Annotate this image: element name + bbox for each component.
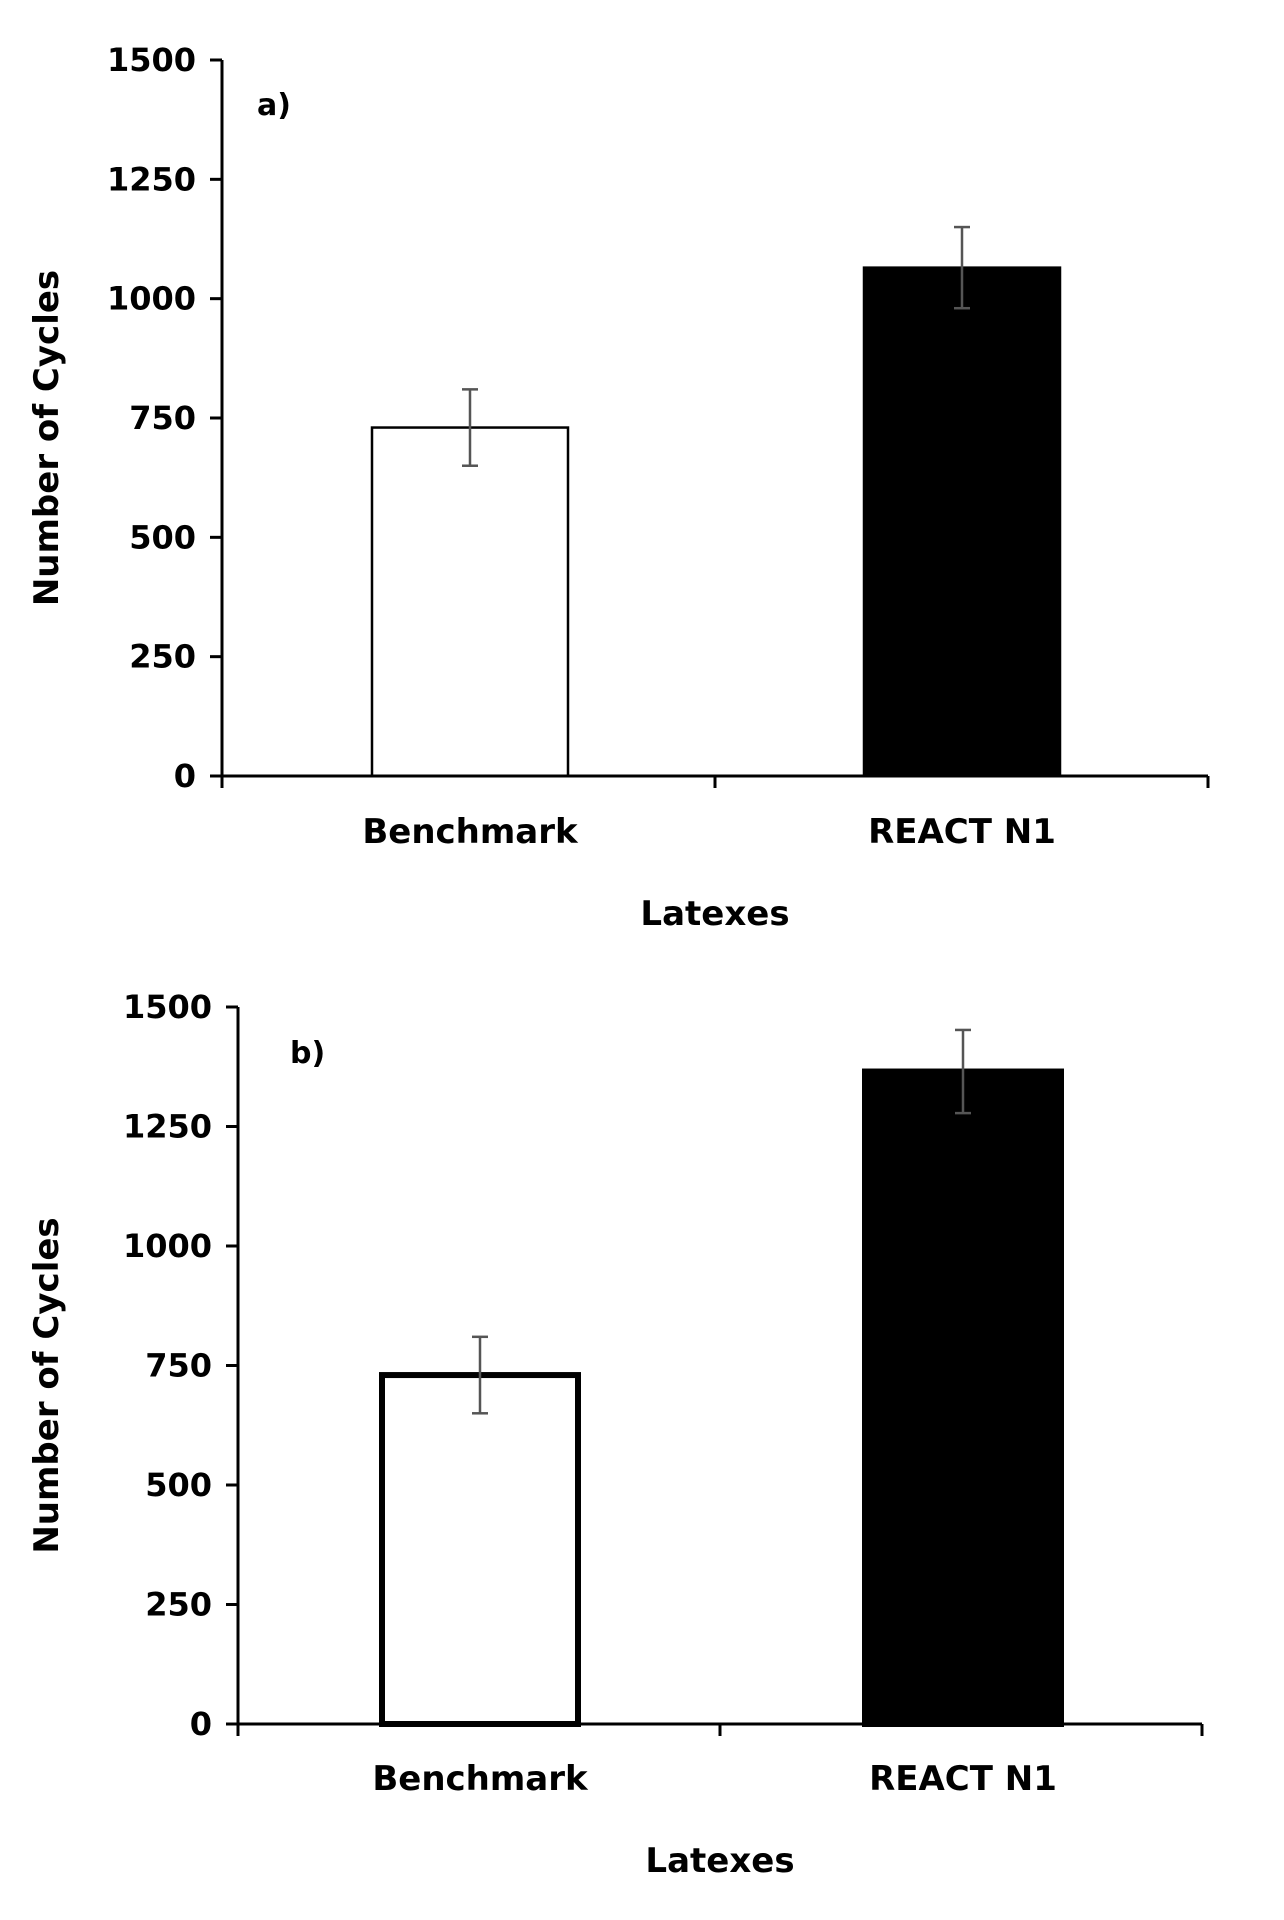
y-tick-label: 1000 [123, 1227, 212, 1265]
bar-react-n1 [862, 266, 1062, 778]
error-bar-react-n1 [955, 1028, 971, 1115]
x-axis-title: Latexes [640, 894, 789, 934]
y-tick-label: 250 [145, 1586, 212, 1624]
x-tick-label: REACT N1 [868, 812, 1056, 852]
bar-react-n1 [862, 1068, 1064, 1727]
y-tick-label: 1000 [107, 280, 196, 318]
y-axis-title: Number of Cycles [27, 1217, 67, 1553]
y-tick-label: 1250 [107, 160, 196, 198]
bar-benchmark [370, 426, 570, 778]
error-bar-react-n1 [954, 225, 970, 310]
y-axis-title: Number of Cycles [27, 270, 67, 606]
error-bar-benchmark [472, 1335, 488, 1415]
panel-label: b) [290, 1036, 325, 1071]
panel-label: a) [257, 88, 291, 123]
y-tick-label: 250 [129, 638, 196, 676]
bar-benchmark [379, 1372, 581, 1728]
y-tick-label: 0 [190, 1705, 212, 1743]
error-bar-benchmark [462, 388, 478, 467]
y-tick-label: 1500 [107, 41, 196, 79]
y-tick-label: 750 [145, 1347, 212, 1385]
x-tick-label: Benchmark [362, 812, 579, 852]
y-tick-label: 500 [145, 1466, 212, 1504]
x-tick-label: Benchmark [372, 1759, 589, 1799]
chart-panel-a: 0 250 500 750 1000 1250 1500 Benchmark REACT N1 L… [27, 41, 1210, 934]
x-tick-label: REACT N1 [869, 1759, 1057, 1799]
y-tick-label: 1250 [123, 1108, 212, 1146]
chart-panel-b: 0 250 500 750 1000 1250 1500 Benchmark REACT N1 L… [27, 988, 1204, 1881]
y-tick-label: 500 [129, 518, 196, 556]
y-tick-label: 750 [129, 399, 196, 437]
y-tick-label: 0 [174, 757, 196, 795]
y-tick-label: 1500 [123, 988, 212, 1026]
x-axis-title: Latexes [645, 1841, 794, 1881]
